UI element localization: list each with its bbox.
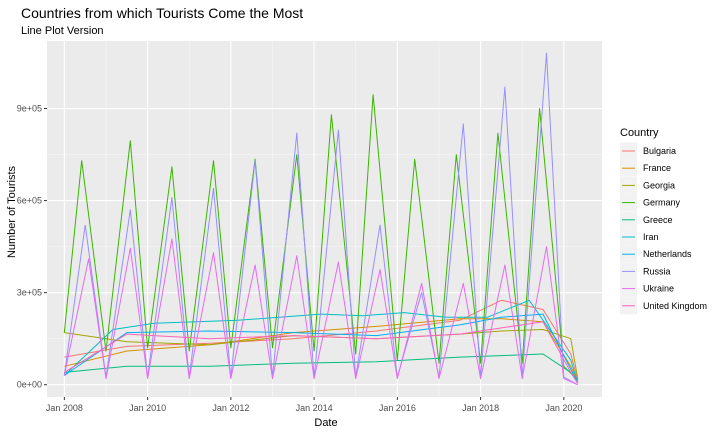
legend-label: France <box>643 163 671 173</box>
legend-label: Georgia <box>643 180 675 190</box>
series-line-iran <box>63 299 579 384</box>
series-line-ukraine <box>63 238 578 386</box>
series-line-france <box>64 318 579 382</box>
series-line-bulgaria <box>64 299 579 381</box>
series-line-united-kingdom <box>64 321 579 384</box>
y-tick-label: 9e+05 <box>17 104 42 114</box>
x-tick-label: Jan 2018 <box>462 403 499 413</box>
legend-label: Greece <box>643 215 673 225</box>
series-line-netherlands <box>64 313 579 384</box>
series-line-russia <box>63 52 578 386</box>
y-axis-ticks: 0e+00 3e+05 6e+05 9e+05 <box>17 104 47 390</box>
chart-subtitle: Line Plot Version <box>21 25 104 37</box>
legend-label: United Kingdom <box>643 301 707 311</box>
x-tick-label: Jan 2014 <box>296 403 333 413</box>
chart-title: Countries from which Tourists Come the M… <box>21 5 303 21</box>
y-axis-title: Number of Tourists <box>6 165 18 258</box>
series-line-greece <box>64 353 579 384</box>
y-tick-label: 3e+05 <box>17 288 42 298</box>
x-tick-label: Jan 2008 <box>46 403 83 413</box>
y-tick-label: 0e+00 <box>17 380 42 390</box>
series-lines <box>63 52 579 386</box>
legend-label: Germany <box>643 198 681 208</box>
legend-label: Netherlands <box>643 249 692 259</box>
series-line-germany <box>63 94 579 381</box>
y-tick-label: 6e+05 <box>17 196 42 206</box>
legend-label: Ukraine <box>643 284 674 294</box>
legend-title: Country <box>620 127 659 139</box>
x-tick-label: Jan 2010 <box>129 403 166 413</box>
plot-panel <box>47 41 602 397</box>
x-axis-title: Date <box>314 417 337 429</box>
x-axis-ticks: Jan 2008 Jan 2010 Jan 2012 Jan 2014 Jan 2016… <box>46 397 582 413</box>
legend: Country Bulgaria France Georgia Germany Gree… <box>620 127 707 315</box>
legend-label: Russia <box>643 266 671 276</box>
legend-label: Iran <box>643 232 659 242</box>
x-tick-label: Jan 2020 <box>545 403 582 413</box>
legend-label: Bulgaria <box>643 146 676 156</box>
x-tick-label: Jan 2012 <box>212 403 249 413</box>
x-tick-label: Jan 2016 <box>379 403 416 413</box>
